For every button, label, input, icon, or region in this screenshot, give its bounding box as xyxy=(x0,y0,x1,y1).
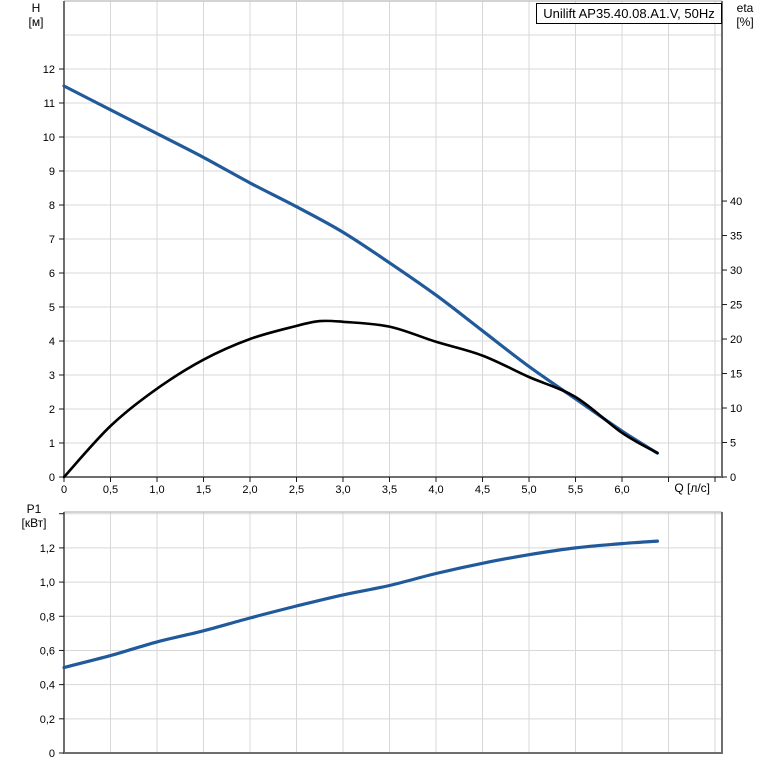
eta-axis-unit: [%] xyxy=(736,15,754,29)
y-tick-label-right: 30 xyxy=(730,265,742,277)
y-tick-label-right: 0 xyxy=(730,472,736,484)
x-tick-label: 4,0 xyxy=(428,484,443,496)
y-tick-label-left: 0,6 xyxy=(40,645,55,657)
p1-axis-symbol: P1 xyxy=(26,502,42,516)
y-tick-label-left: 1,0 xyxy=(40,577,55,589)
y-tick-label-left: 11 xyxy=(44,98,55,110)
y-tick-label-right: 35 xyxy=(730,231,742,243)
x-tick-label: 1,0 xyxy=(149,484,164,496)
y-tick-label-left: 12 xyxy=(43,64,55,76)
pump-title-box: Unilift AP35.40.08.A1.V, 50Hz xyxy=(536,3,722,24)
x-tick-label: 5,5 xyxy=(568,484,583,496)
h-axis-unit: [м] xyxy=(28,15,44,29)
x-tick-label: 0,5 xyxy=(103,484,118,496)
y-tick-label-left: 0,2 xyxy=(40,714,55,726)
p1-curve xyxy=(62,539,659,670)
y-tick-label-left: 8 xyxy=(49,200,55,212)
x-tick-label: 1,5 xyxy=(196,484,211,496)
pump-title: Unilift AP35.40.08.A1.V, 50Hz xyxy=(543,6,715,21)
y-tick-label-left: 10 xyxy=(43,132,55,144)
x-tick-label: 5,0 xyxy=(521,484,536,496)
x-tick-label: 2,5 xyxy=(289,484,304,496)
x-tick-label: 2,0 xyxy=(242,484,257,496)
y-tick-label-right: 40 xyxy=(730,196,742,208)
y-tick-label-right: 20 xyxy=(730,334,742,346)
y-tick-label-left: 9 xyxy=(49,166,55,178)
y-tick-label-left: 3 xyxy=(49,370,55,382)
eta-axis-unit-label: eta [%] xyxy=(724,1,766,29)
y-tick-label-left: 0,4 xyxy=(40,680,55,692)
y-tick-label-left: 5 xyxy=(49,302,55,314)
h-axis-unit-label: H [м] xyxy=(16,1,56,29)
eta-axis-symbol: eta xyxy=(736,1,754,15)
y-tick-label-left: 1,2 xyxy=(40,543,55,555)
y-tick-label-left: 6 xyxy=(49,268,55,280)
y-tick-label-left: 7 xyxy=(49,234,55,246)
p1-axis-unit-label: P1 [кВт] xyxy=(8,502,60,530)
x-tick-label: 4,5 xyxy=(475,484,490,496)
x-tick-label: 3,0 xyxy=(335,484,350,496)
y-tick-label-right: 15 xyxy=(730,369,742,381)
eta-curve xyxy=(62,319,659,479)
x-tick-label: 3,5 xyxy=(382,484,397,496)
y-tick-label-left: 0 xyxy=(49,472,55,484)
y-tick-label-right: 5 xyxy=(730,438,736,450)
x-tick-label: 6,0 xyxy=(614,484,629,496)
h-curve xyxy=(62,84,659,455)
p1-axis-unit: [кВт] xyxy=(21,516,47,530)
y-tick-label-right: 10 xyxy=(730,403,742,415)
h-axis-symbol: H xyxy=(31,1,41,15)
y-tick-label-left: 0,8 xyxy=(40,611,55,623)
q-axis-label: Q [л/с] xyxy=(674,481,710,495)
x-tick-label: 0 xyxy=(61,484,67,496)
y-tick-label-left: 0 xyxy=(49,748,55,760)
y-tick-label-left: 1 xyxy=(49,438,55,450)
y-tick-label-right: 25 xyxy=(730,300,742,312)
y-tick-label-left: 4 xyxy=(49,336,55,348)
y-tick-label-left: 2 xyxy=(49,404,55,416)
